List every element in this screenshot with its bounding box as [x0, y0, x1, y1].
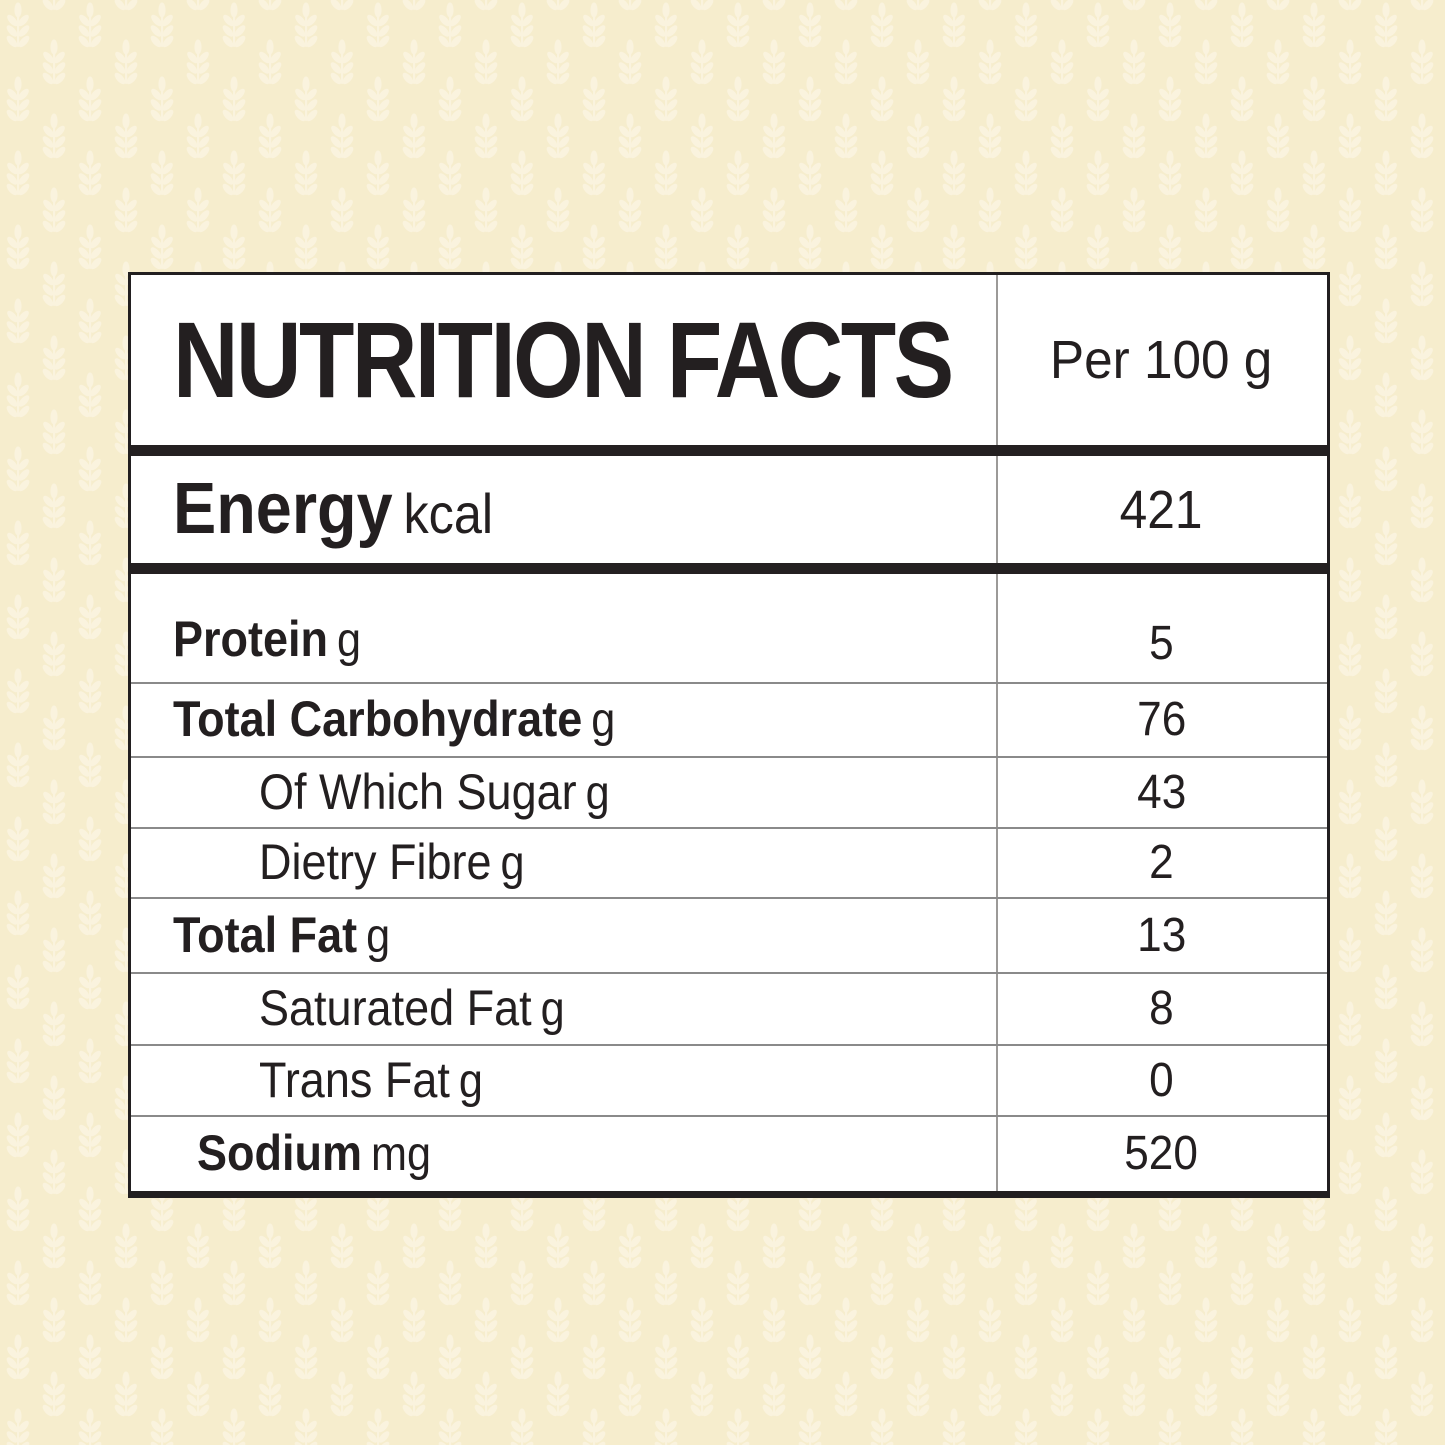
nutrient-value: 0	[1149, 1053, 1174, 1107]
row-total-carbohydrate: Total Carbohydrate g 76	[131, 682, 1327, 756]
nutrient-label-line: Trans Fat g	[259, 1051, 483, 1109]
nutrient-value: 520	[1124, 1127, 1199, 1180]
nutrient-label-line: Saturated Fat g	[259, 981, 565, 1037]
nutrition-facts-table: NUTRITION FACTS Per 100 g Energy kcal 421…	[128, 272, 1330, 1198]
nutrient-label-cell: Dietry Fibre g	[131, 829, 996, 897]
nutrient-name: Protein	[173, 611, 329, 668]
nutrient-value-cell: 2	[996, 829, 1327, 897]
row-sodium: Sodium mg 520	[131, 1115, 1327, 1191]
nutrient-value-cell: 43	[996, 758, 1327, 827]
nutrient-value: 421	[1120, 479, 1203, 540]
thick-divider-bottom	[131, 563, 1327, 574]
nutrient-value-cell: 0	[996, 1046, 1327, 1115]
row-protein: Protein g 5	[131, 574, 1327, 682]
row-dietry-fibre: Dietry Fibre g 2	[131, 827, 1327, 897]
row-energy: Energy kcal 421	[131, 456, 1327, 563]
nutrient-name: Sodium	[197, 1125, 362, 1182]
nutrient-value: 8	[1149, 982, 1174, 1035]
nutrient-unit: kcal	[403, 481, 494, 545]
column-divider-line	[996, 275, 998, 1191]
row-saturated-fat: Saturated Fat g 8	[131, 972, 1327, 1044]
nutrient-unit: g	[458, 1054, 483, 1108]
energy-label-cell: Energy kcal	[131, 456, 996, 563]
nutrient-name: Saturated Fat	[259, 980, 532, 1037]
nutrient-label-cell: Trans Fat g	[131, 1046, 996, 1115]
nutrient-name: Energy	[173, 468, 393, 549]
nutrient-value-cell: 8	[996, 974, 1327, 1044]
nutrient-value-cell: 76	[996, 684, 1327, 756]
nutrient-unit: g	[337, 614, 362, 668]
nutrient-value-cell: 5	[996, 574, 1327, 682]
nutrient-label-cell: Sodium mg	[131, 1117, 996, 1191]
nutrient-unit: g	[540, 983, 565, 1037]
nutrient-label-line: Protein g	[173, 612, 361, 668]
header-title-cell: NUTRITION FACTS	[131, 275, 996, 445]
energy-value-cell: 421	[996, 456, 1327, 563]
header-serving-cell: Per 100 g	[996, 275, 1327, 445]
nutrient-label-cell: Of Which Sugar g	[131, 758, 996, 827]
thick-divider-top	[131, 445, 1327, 456]
nutrient-value-cell: 13	[996, 899, 1327, 972]
nutrient-unit: mg	[370, 1128, 432, 1182]
nutrient-value: 43	[1136, 765, 1187, 819]
nutrient-label-line: Total Carbohydrate g	[173, 692, 615, 748]
row-total-fat: Total Fat g 13	[131, 897, 1327, 972]
nutrient-value: 5	[1149, 617, 1174, 670]
nutrient-label-line: Dietry Fibre g	[259, 835, 525, 891]
nutrient-label-cell: Total Carbohydrate g	[131, 684, 996, 756]
nutrient-value: 2	[1149, 836, 1174, 889]
nutrient-name: Total Fat	[173, 906, 358, 963]
row-of-which-sugar: Of Which Sugar g 43	[131, 756, 1327, 827]
nutrient-label-cell: Total Fat g	[131, 899, 996, 972]
nutrient-label-line: Of Which Sugar g	[259, 763, 610, 821]
nutrient-name: Dietry Fibre	[259, 834, 492, 891]
nutrient-name: Trans Fat	[259, 1051, 450, 1108]
energy-label-line: Energy kcal	[173, 468, 494, 549]
nutrient-name: Of Which Sugar	[259, 763, 577, 820]
nutrient-unit: g	[366, 909, 391, 963]
nutrient-unit: g	[585, 766, 610, 820]
nutrient-label-line: Total Fat g	[173, 906, 391, 964]
nutrient-label-line: Sodium mg	[197, 1126, 431, 1182]
nutrient-label-cell: Saturated Fat g	[131, 974, 996, 1044]
nutrient-value-cell: 520	[996, 1117, 1327, 1191]
nutrient-value: 76	[1136, 693, 1187, 746]
header-row: NUTRITION FACTS Per 100 g	[131, 275, 1327, 445]
serving-size-label: Per 100 g	[1050, 330, 1273, 390]
nutrient-unit: g	[500, 837, 525, 891]
nutrient-name: Total Carbohydrate	[173, 691, 583, 748]
nutrient-value: 13	[1136, 908, 1187, 962]
row-trans-fat: Trans Fat g 0	[131, 1044, 1327, 1115]
table-title: NUTRITION FACTS	[173, 299, 954, 420]
nutrient-unit: g	[591, 694, 616, 748]
nutrient-label-cell: Protein g	[131, 574, 996, 682]
